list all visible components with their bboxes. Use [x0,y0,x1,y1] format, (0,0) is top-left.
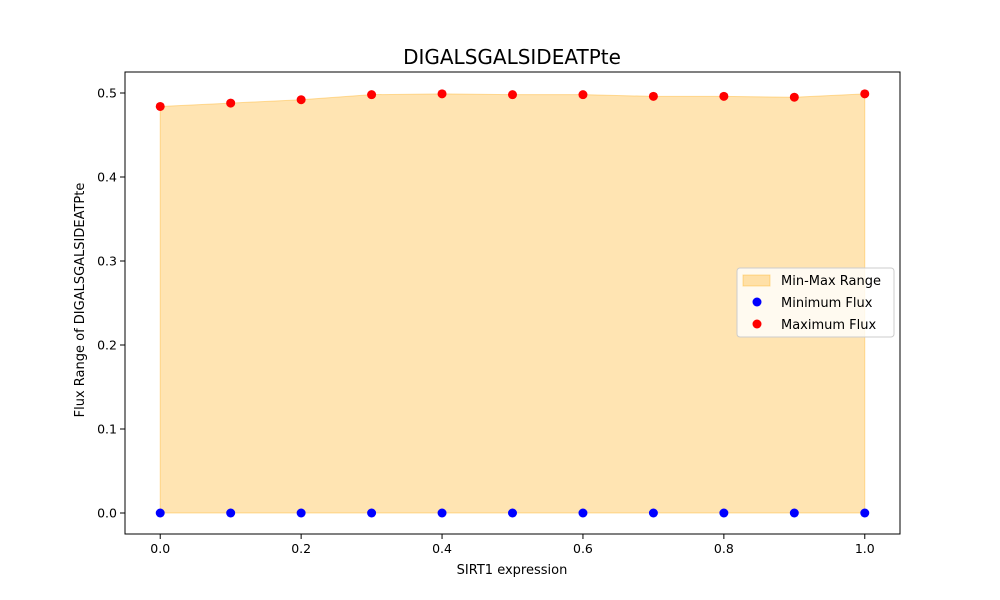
x-tick-label: 0.0 [150,541,170,556]
legend-label-range: Min-Max Range [781,274,881,289]
maximum-flux-point [648,91,658,101]
minimum-flux-point [367,508,377,518]
maximum-flux-point [508,90,517,100]
x-tick-label: 1.0 [855,541,875,556]
minimum-flux-point [719,508,729,518]
minimum-flux-point [860,508,870,518]
legend-swatch-range [742,274,771,287]
axes-frame [124,71,901,535]
x-axis-label: SIRT1 expression [457,563,568,578]
maximum-flux-point [155,101,165,111]
maximum-flux-point [719,91,729,101]
minimum-flux-point [578,508,588,518]
x-tick-label: 0.2 [291,541,311,556]
maximum-flux-point [860,89,870,99]
minimum-flux-point [226,508,236,518]
minimum-flux-point [437,508,447,518]
x-tick-label: 0.8 [714,541,734,556]
minimum-flux-point [296,508,306,518]
minimum-flux-point [155,508,165,518]
y-tick-label: 0.3 [97,254,117,269]
y-tick-label: 0.0 [97,506,117,521]
x-tick-label: 0.6 [573,541,593,556]
maximum-flux-point [437,89,447,99]
maximum-flux-point [296,95,306,105]
chart-title: DIGALSGALSIDEATPte [403,45,621,69]
legend-label-minimum: Minimum Flux [781,296,873,311]
minimum-flux-point [508,508,517,518]
minimum-flux-point [789,508,799,518]
maximum-flux-point [226,98,236,108]
y-axis-label: Flux Range of DIGALSGALSIDEATPte [73,183,88,418]
x-tick-label: 0.4 [432,541,452,556]
legend-marker-minimum [752,297,762,307]
y-tick-label: 0.1 [97,422,117,437]
legend: Min-Max Range Minimum Flux Maximum Flux [736,267,895,338]
y-tick-label: 0.4 [97,170,117,185]
plot-area: 0.0 0.2 0.4 0.6 0.8 1.0 0.0 0.1 0.2 0.3 0.4 0.5 [97,71,901,556]
maximum-flux-point [789,92,799,102]
y-tick-label: 0.2 [97,338,117,353]
y-tick-label: 0.5 [97,86,117,101]
maximum-flux-point [578,90,588,100]
maximum-flux-point [367,90,377,100]
legend-label-maximum: Maximum Flux [781,318,877,333]
legend-marker-maximum [752,319,762,329]
legend-box [736,267,895,338]
minimum-flux-point [648,508,658,518]
